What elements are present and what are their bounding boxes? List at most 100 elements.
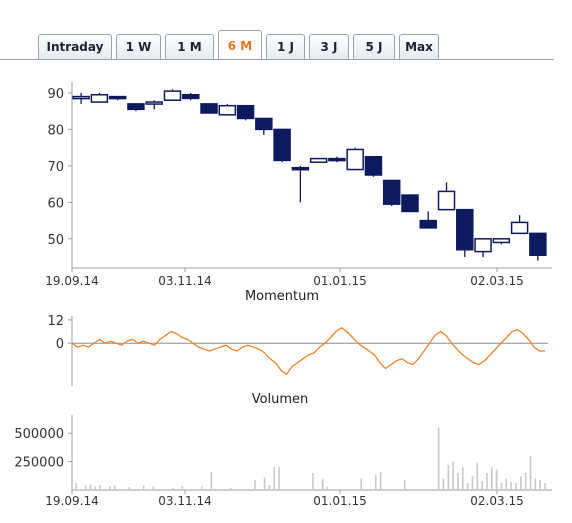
price-y-tick-label: 60 <box>47 196 64 211</box>
tab-6-m[interactable]: 6 M <box>218 30 262 60</box>
volume-bar <box>447 465 450 490</box>
candle-body <box>236 104 255 120</box>
volume-x-tick-label: 01.01.15 <box>313 494 366 508</box>
candle-body <box>401 194 419 213</box>
price-x-tick-label: 19.09.14 <box>45 274 98 288</box>
candle-body <box>291 166 310 171</box>
momentum-y-tick-label: 12 <box>47 314 64 329</box>
volume-bar <box>442 478 445 490</box>
volume-bar <box>152 486 155 490</box>
volume-bar <box>181 486 184 490</box>
momentum-title: Momentum <box>245 289 319 304</box>
volume-bar <box>510 482 512 490</box>
candle-body <box>90 94 109 103</box>
tab-5-j[interactable]: 5 J <box>353 34 395 59</box>
volume-bar <box>229 487 232 490</box>
volume-bar <box>471 476 474 490</box>
volume-bar <box>273 467 276 490</box>
volume-bar <box>452 461 454 490</box>
volume-bar <box>84 485 87 490</box>
volume-bar <box>437 427 440 490</box>
candle-body <box>510 221 529 235</box>
candle-body <box>72 95 90 100</box>
volume-y-tick-label: 250000 <box>14 456 64 471</box>
volume-bar <box>99 484 101 490</box>
volume-bar <box>403 479 406 490</box>
volume-x-tick-label: 02.03.15 <box>470 494 523 508</box>
volume-bar <box>505 478 508 490</box>
volume-y-tick-label: 500000 <box>14 427 64 442</box>
volume-title: Volumen <box>252 392 309 407</box>
volume-bar <box>263 477 266 490</box>
momentum-y-tick-label: 0 <box>56 337 64 352</box>
volume-bar <box>462 467 464 490</box>
volume-bar <box>89 484 92 490</box>
volume-bar <box>544 483 546 490</box>
price-y-tick-label: 70 <box>47 160 64 175</box>
volume-bar <box>312 472 314 490</box>
tab-baseline <box>0 59 554 60</box>
candle-body <box>328 157 346 162</box>
candle-body <box>382 179 401 205</box>
candle-body <box>145 101 163 105</box>
volume-bar <box>321 478 324 490</box>
volume-bar <box>524 472 527 490</box>
candle-body <box>127 103 145 111</box>
candle-body <box>273 128 291 162</box>
price-x-tick-label: 01.01.15 <box>313 274 366 288</box>
candle-body <box>456 208 474 251</box>
tab-3-j[interactable]: 3 J <box>309 34 349 59</box>
volume-bar <box>210 471 213 490</box>
candle-body <box>364 156 383 176</box>
volume-bar <box>109 486 111 490</box>
volume-bar <box>520 476 522 490</box>
volume-bar <box>500 483 503 490</box>
price-y-tick-label: 80 <box>47 123 64 138</box>
candle-body <box>182 94 200 100</box>
volume-bar <box>171 487 174 490</box>
tab-1-w[interactable]: 1 W <box>116 34 161 59</box>
momentum-line <box>71 326 545 376</box>
volume-bar <box>476 462 479 490</box>
volume-bar <box>457 472 459 490</box>
candle-body <box>309 157 328 163</box>
candle-body <box>529 232 547 256</box>
candle-body <box>437 190 456 211</box>
volume-bar <box>128 487 130 490</box>
volume-bar <box>495 469 498 490</box>
tab-1-m[interactable]: 1 M <box>165 34 214 59</box>
price-panel: 90 80 70 60 50 19.09.14 03.11.14 01.01.15 02.03.… <box>45 82 552 304</box>
volume-x-tick-label: 03.11.14 <box>158 494 211 508</box>
volume-bar <box>326 486 329 490</box>
price-x-tick-label: 02.03.15 <box>470 274 523 288</box>
volume-bar <box>374 475 377 490</box>
volume-bar <box>534 478 537 490</box>
tab-intraday[interactable]: Intraday <box>38 34 112 59</box>
volume-bar <box>142 485 145 490</box>
candle-body <box>255 117 273 131</box>
price-x-tick-label: 03.11.14 <box>158 274 211 288</box>
volume-bar <box>278 467 280 490</box>
volume-bar <box>486 472 488 490</box>
volume-bar <box>466 483 469 490</box>
candle-body <box>474 238 492 253</box>
volume-bar <box>539 479 541 490</box>
volume-bar <box>379 471 382 490</box>
volume-bar <box>200 486 203 490</box>
volume-bar <box>515 483 517 490</box>
volume-panel: 500000 250000 19.09.14 03.11.14 01.01.15 02.0… <box>14 415 552 508</box>
tab-1-j[interactable]: 1 J <box>266 34 305 59</box>
candle-body <box>419 219 437 229</box>
candle-body <box>492 238 511 244</box>
candle-body <box>218 104 237 116</box>
volume-x-tick-label: 19.09.14 <box>45 494 98 508</box>
volume-bar <box>360 478 363 490</box>
candle-body <box>163 90 182 101</box>
volume-bar <box>491 467 493 490</box>
volume-bar <box>254 479 256 490</box>
momentum-panel: 12 0 Volumen <box>47 314 548 407</box>
price-y-tick-label: 50 <box>47 233 64 248</box>
candle-body <box>200 103 218 114</box>
tab-max[interactable]: Max <box>399 34 439 59</box>
